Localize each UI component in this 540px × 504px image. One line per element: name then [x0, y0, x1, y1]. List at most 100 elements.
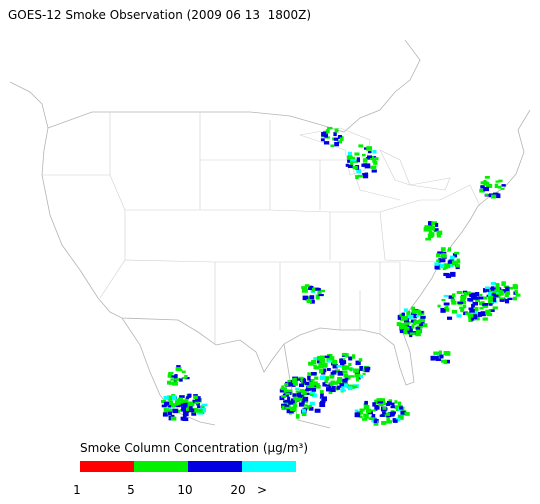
- smoke-pixel: [391, 414, 395, 417]
- smoke-pixel: [447, 249, 451, 252]
- smoke-pixel: [177, 369, 183, 372]
- smoke-pixel: [302, 390, 307, 395]
- smoke-pixel: [194, 401, 199, 405]
- smoke-pixel: [505, 291, 511, 295]
- smoke-pixel: [393, 419, 398, 423]
- smoke-pixel: [394, 400, 398, 404]
- smoke-pixel: [288, 382, 294, 387]
- smoke-pixel: [304, 392, 310, 395]
- smoke-pixel: [309, 391, 316, 395]
- smoke-pixel: [484, 176, 490, 179]
- smoke-pixel: [448, 295, 454, 299]
- smoke-pixel: [363, 405, 370, 410]
- smoke-pixel: [500, 187, 505, 190]
- smoke-pixel: [477, 311, 483, 317]
- smoke-pixel: [336, 365, 343, 368]
- smoke-pixel: [347, 386, 353, 391]
- smoke-pixel: [181, 376, 187, 379]
- smoke-pixel: [318, 294, 324, 297]
- smoke-pixel: [310, 299, 315, 304]
- smoke-pixel: [430, 355, 435, 361]
- smoke-pixel: [354, 152, 360, 156]
- smoke-pixel: [321, 132, 327, 137]
- smoke-pixel: [370, 165, 377, 169]
- smoke-pixel: [386, 412, 390, 416]
- smoke-pixel: [358, 358, 363, 362]
- smoke-pixel: [501, 184, 506, 187]
- smoke-pixel: [308, 406, 314, 411]
- smoke-pixel: [374, 406, 378, 411]
- smoke-pixel: [488, 309, 495, 312]
- smoke-pixel: [327, 126, 333, 130]
- smoke-pixel: [388, 399, 393, 402]
- smoke-pixel: [415, 315, 419, 318]
- smoke-pixel: [319, 289, 325, 293]
- smoke-pixel: [307, 372, 311, 378]
- smoke-pixel: [453, 254, 458, 258]
- smoke-pixel: [353, 159, 358, 163]
- smoke-pixel: [373, 418, 378, 424]
- smoke-pixel: [175, 398, 182, 403]
- smoke-pixel: [404, 322, 410, 326]
- smoke-pixel: [191, 412, 197, 416]
- smoke-pixel: [321, 396, 327, 402]
- smoke-pixel: [482, 296, 486, 299]
- smoke-pixel: [459, 299, 466, 302]
- smoke-pixel: [463, 291, 467, 296]
- smoke-pixel: [507, 297, 513, 301]
- smoke-pixel: [184, 375, 188, 379]
- smoke-pixel: [482, 305, 489, 308]
- smoke-pixel: [488, 296, 494, 302]
- smoke-pixel: [167, 396, 173, 401]
- smoke-pixel: [292, 404, 298, 408]
- smoke-pixel: [347, 159, 352, 163]
- smoke-pixel: [399, 329, 404, 334]
- smoke-pixel: [295, 390, 301, 393]
- smoke-pixel: [327, 358, 334, 363]
- smoke-pixel: [448, 263, 454, 268]
- smoke-pixel: [334, 142, 340, 147]
- smoke-pixel: [409, 332, 415, 335]
- smoke-pixel: [169, 375, 175, 378]
- smoke-pixel: [468, 317, 474, 322]
- smoke-pixel: [364, 400, 368, 405]
- smoke-pixel: [314, 408, 321, 413]
- smoke-pixel: [183, 409, 189, 414]
- smoke-pixel: [340, 362, 345, 367]
- smoke-pixel: [344, 353, 349, 358]
- smoke-pixel: [437, 304, 441, 308]
- smoke-pixel: [514, 290, 518, 293]
- smoke-pixel: [323, 362, 328, 367]
- smoke-pixel: [372, 158, 376, 163]
- smoke-pixel: [334, 369, 341, 373]
- smoke-pixel: [308, 285, 314, 291]
- smoke-pixel: [428, 230, 433, 236]
- smoke-pixel: [180, 416, 185, 421]
- smoke-pixel: [283, 389, 288, 394]
- legend-label: 20: [230, 483, 245, 497]
- smoke-pixel: [379, 398, 386, 404]
- smoke-pixel: [328, 383, 334, 386]
- smoke-pixel: [333, 137, 339, 141]
- smoke-pixel: [328, 389, 333, 395]
- smoke-pixel: [444, 308, 450, 312]
- smoke-pixel: [480, 185, 485, 189]
- smoke-pixel: [479, 188, 485, 193]
- smoke-pixel: [338, 135, 342, 138]
- smoke-pixel: [168, 400, 174, 406]
- smoke-pixel: [170, 416, 177, 421]
- smoke-pixel: [179, 378, 183, 382]
- smoke-pixel: [301, 286, 308, 290]
- smoke-pixel: [161, 404, 167, 408]
- smoke-pixel: [381, 421, 387, 425]
- smoke-pixel: [402, 330, 408, 335]
- smoke-pixel: [349, 367, 353, 372]
- smoke-pixel: [363, 173, 369, 179]
- smoke-pixel: [450, 255, 455, 261]
- smoke-pixel: [479, 307, 484, 310]
- smoke-pixel: [415, 326, 421, 330]
- smoke-pixel: [167, 373, 173, 376]
- smoke-pixel: [333, 132, 337, 137]
- smoke-pixel: [411, 309, 418, 314]
- smoke-pixel: [182, 411, 189, 417]
